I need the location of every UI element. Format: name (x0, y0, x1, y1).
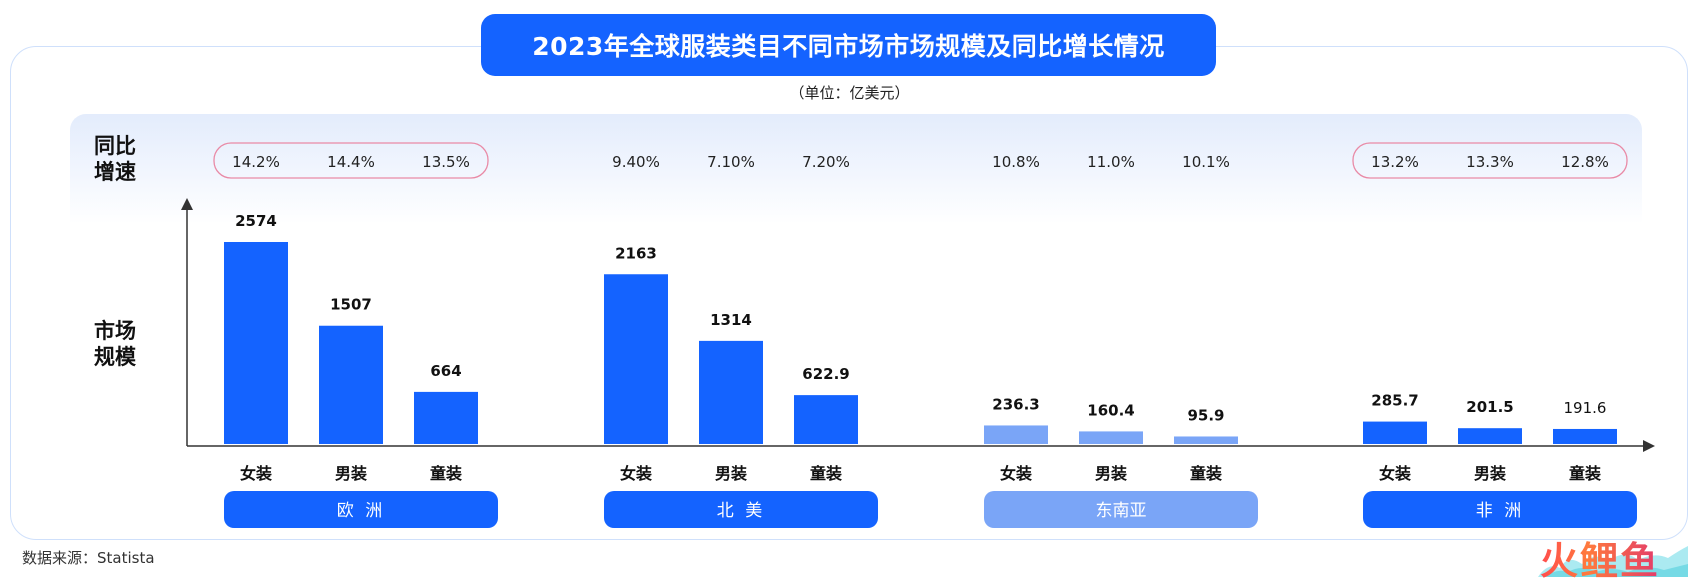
group-2-growth-label-1: 9.40% (612, 153, 660, 171)
group-1-category-label-3: 童装 (430, 464, 462, 483)
group-1-category-label-1: 女装 (240, 464, 272, 483)
group-3-name-label: 东南亚 (1096, 501, 1147, 521)
group-3-growth-label-3: 10.1% (1182, 153, 1230, 171)
group-4-bar-1 (1363, 421, 1427, 444)
group-4-label-pill (1363, 491, 1637, 528)
group-1-name-label: 欧 洲 (337, 501, 385, 521)
group-1-category-label-2: 男装 (335, 464, 367, 483)
group-1-growth-label-2: 14.4% (327, 153, 375, 171)
group-1-bar-1 (224, 242, 288, 444)
group-3-value-label-2: 160.4 (1087, 401, 1134, 419)
group-3-category-label-1: 女装 (1000, 464, 1032, 483)
group-1-bar-3 (414, 391, 478, 444)
group-2-value-label-2: 1314 (710, 311, 752, 329)
group-2-growth-label-2: 7.10% (707, 153, 755, 171)
group-2-bar-3 (794, 395, 858, 444)
group-1-label-pill (224, 491, 498, 528)
group-2-label-pill (604, 491, 878, 528)
group-4-growth-highlight (1352, 142, 1628, 179)
group-2-growth-label-3: 7.20% (802, 153, 850, 171)
group-3-bar-3 (1174, 436, 1238, 444)
group-2-value-label-3: 622.9 (802, 365, 849, 383)
group-4-growth-label-2: 13.3% (1466, 153, 1514, 171)
group-4-value-label-1: 285.7 (1371, 392, 1418, 410)
group-3-category-label-2: 男装 (1095, 464, 1127, 483)
group-1-value-label-1: 2574 (235, 212, 277, 230)
group-3-bar-1 (984, 425, 1048, 444)
growth-row-label: 同比 增速 (94, 133, 154, 185)
group-3-value-label-3: 95.9 (1187, 406, 1224, 424)
group-3-category-label-3: 童装 (1190, 464, 1222, 483)
group-2-value-label-1: 2163 (615, 244, 657, 262)
group-3-label-pill (984, 491, 1258, 528)
size-label-line-2: 规模 (94, 345, 136, 369)
group-4-growth-label-1: 13.2% (1371, 153, 1419, 171)
unit-label: （单位：亿美元） (789, 84, 910, 102)
group-4-name-label: 非 洲 (1476, 501, 1524, 521)
group-2-bar-2 (699, 340, 763, 444)
group-1-growth-label-1: 14.2% (232, 153, 280, 171)
size-row-label: 市场 规模 (94, 318, 154, 370)
chart-title: 2023年全球服装类目不同市场市场规模及同比增长情况 (481, 14, 1216, 76)
group-2-category-label-1: 女装 (620, 464, 652, 483)
group-4-growth-label-3: 12.8% (1561, 153, 1609, 171)
logo-splash-graphic (1538, 546, 1688, 577)
growth-label-line-1: 同比 (94, 134, 136, 158)
group-3-bar-2 (1079, 431, 1143, 444)
size-label-line-1: 市场 (94, 319, 136, 343)
group-2-category-label-2: 男装 (715, 464, 747, 483)
group-2-category-label-3: 童装 (810, 464, 842, 483)
source-note: 数据来源：Statista (22, 549, 155, 567)
group-2-name-label: 北 美 (717, 501, 765, 521)
logo: 火鲤鱼 (1540, 530, 1660, 585)
group-1-growth-highlight (213, 142, 489, 179)
group-4-value-label-3: 191.6 (1564, 399, 1607, 417)
group-1-growth-label-3: 13.5% (422, 153, 470, 171)
group-1-value-label-3: 664 (430, 362, 461, 380)
group-4-bar-3 (1553, 428, 1617, 444)
group-4-category-label-2: 男装 (1474, 464, 1506, 483)
group-3-value-label-1: 236.3 (992, 395, 1039, 413)
group-4-category-label-1: 女装 (1379, 464, 1411, 483)
growth-label-line-2: 增速 (94, 160, 136, 184)
group-1-bar-2 (319, 325, 383, 444)
group-4-value-label-2: 201.5 (1466, 398, 1513, 416)
group-2-bar-1 (604, 274, 668, 444)
group-4-bar-2 (1458, 428, 1522, 444)
x-axis-arrow (1643, 440, 1655, 452)
group-4-category-label-3: 童装 (1569, 464, 1601, 483)
group-3-growth-label-2: 11.0% (1087, 153, 1135, 171)
logo-text: 火鲤鱼 (1540, 539, 1661, 583)
group-1-value-label-2: 1507 (330, 296, 372, 314)
y-axis-arrow (181, 198, 193, 210)
group-3-growth-label-1: 10.8% (992, 153, 1040, 171)
